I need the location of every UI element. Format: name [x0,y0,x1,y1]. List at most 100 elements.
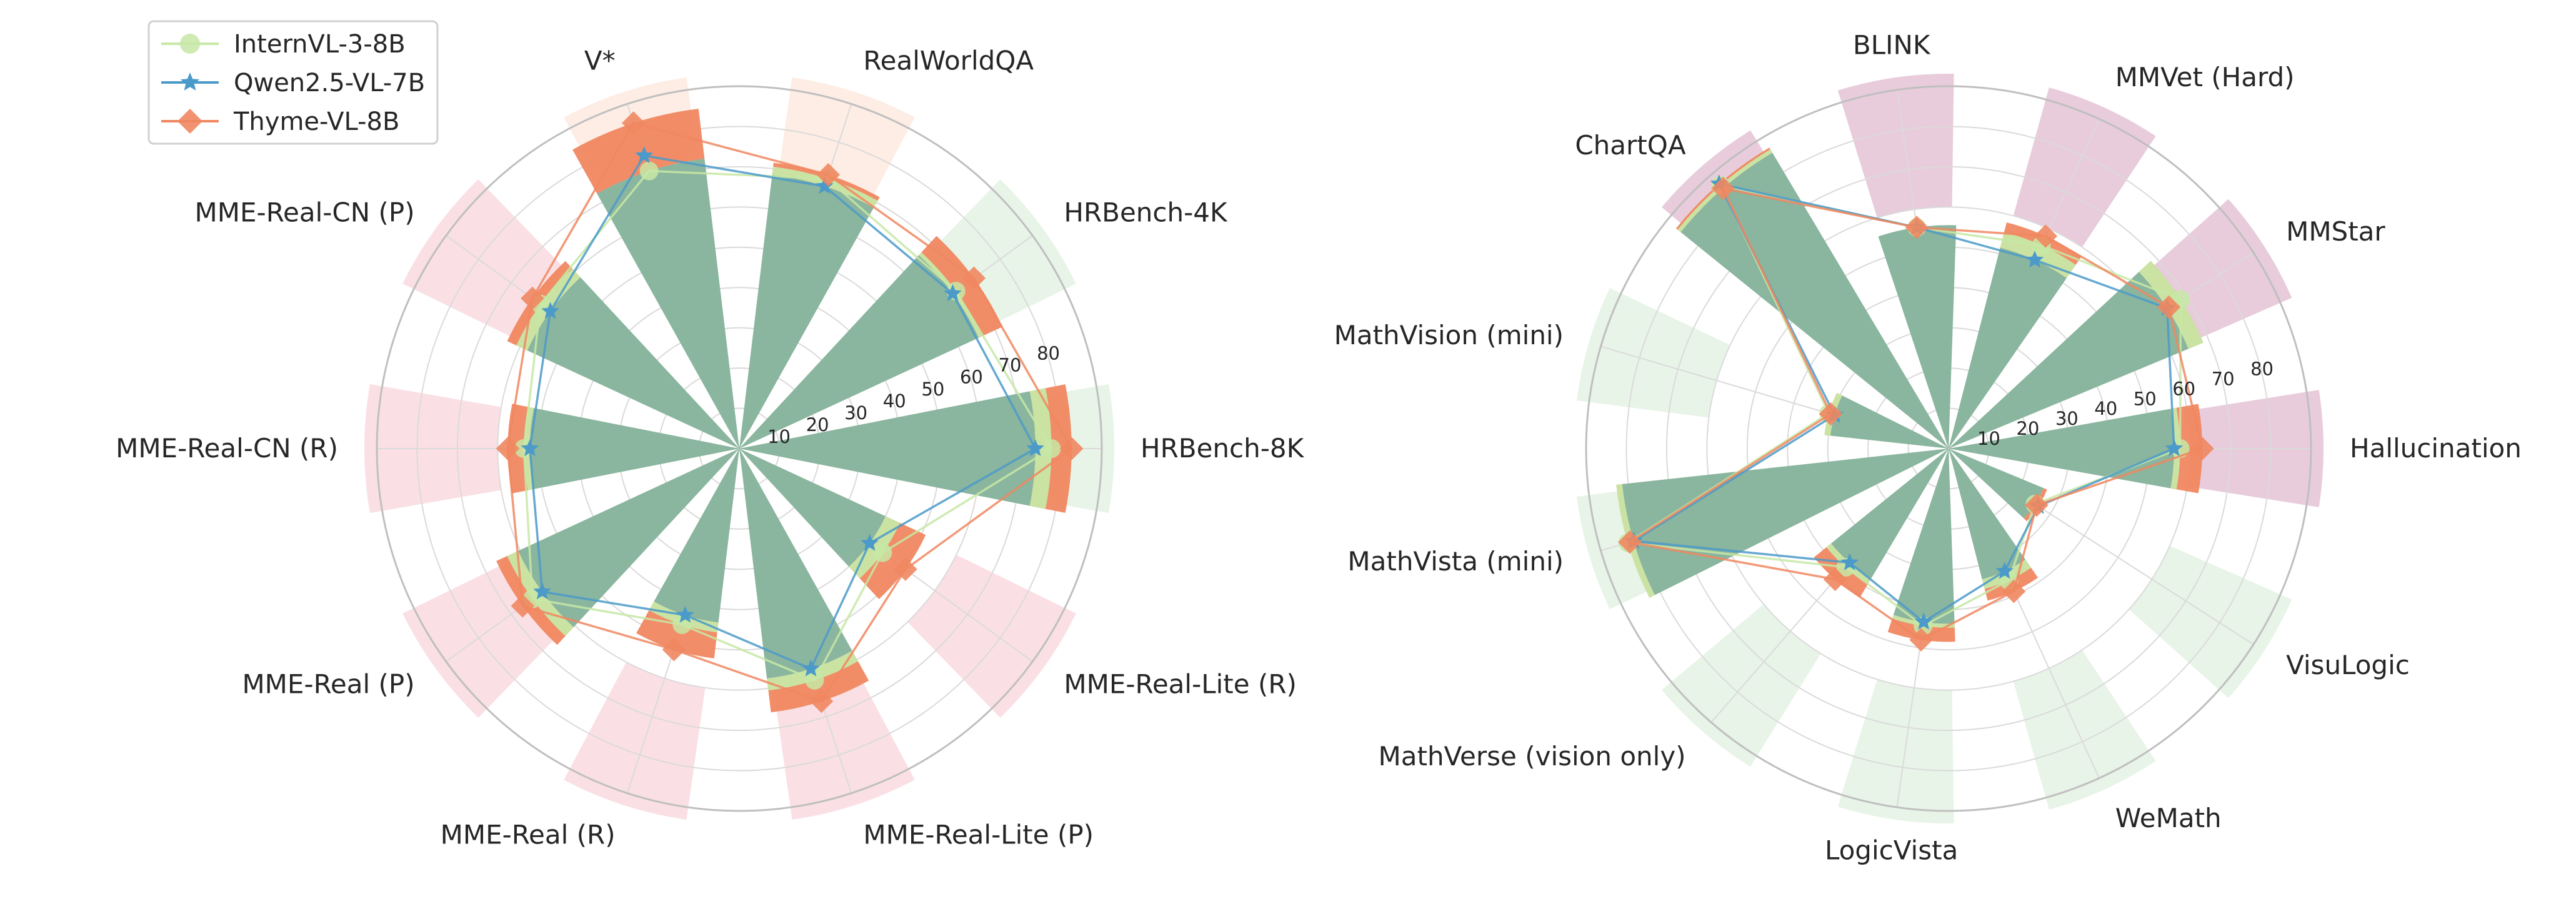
marker-circle [805,670,824,690]
highlight-sector [2129,545,2292,698]
marker-diamond [2025,493,2049,517]
bar-base [1830,395,1949,449]
bar-base [527,277,739,449]
marker-diamond [1823,567,1847,592]
marker-diamond [894,557,917,581]
marker-diamond [1905,216,1929,239]
bar-mid-band [2000,232,2076,279]
marker-star [861,534,879,551]
marker-diamond [809,689,834,713]
marker-diamond [621,111,646,135]
marker-diamond [816,163,841,187]
category-label: MathVision (mini) [1334,320,1564,350]
category-label: BLINK [1853,30,1931,61]
highlight-sector [2013,87,2156,247]
category-label: MME-Real-CN (R) [116,433,338,464]
r-tick-label: 40 [2094,398,2117,419]
bar-mid-band [849,516,901,579]
category-label: MMVet (Hard) [2115,62,2295,92]
outer-circle [1585,85,2312,812]
bar-base [1949,247,2067,449]
r-tick-label: 20 [806,414,829,435]
category-label: MME-Real-CN (P) [195,197,415,228]
marker-diamond [2157,295,2181,319]
highlight-sector [2013,650,2156,810]
polar-chart-left: 10 20 30 40 50 60 70 80 HRBench-8K HRBench-4K Real… [116,45,1305,850]
marker-star [802,659,820,677]
category-label: Hallucination [2350,433,2522,464]
r-tick-label: 70 [999,355,1022,376]
legend-box [147,20,439,145]
highlight-sector [907,555,1076,718]
highlight-sector [1576,287,1730,418]
category-label: V* [584,45,616,76]
bar-base [1949,409,2174,489]
category-label: WeMath [2115,803,2222,833]
r-tick-label: 30 [2055,408,2079,429]
series-line [1630,182,2175,623]
bar-base [1893,449,1955,624]
bar-base [597,159,739,449]
marker-diamond [1059,437,1084,460]
category-label: MME-Real-Lite (R) [1064,668,1297,699]
r-tick-label: 80 [2250,358,2274,379]
r-tick-label: 50 [921,379,944,400]
bar-base [518,449,739,627]
outer-circle [376,85,1103,812]
category-label: RealWorldQA [863,45,1034,76]
category-label: LogicVista [1825,835,1958,865]
r-tick-label: 10 [1977,428,2000,449]
r-tick-label: 60 [2172,378,2195,399]
marker-circle [1042,439,1061,458]
bar-base [739,449,886,567]
r-tick-label: 20 [2016,418,2039,439]
marker-diamond [1819,402,1843,426]
r-tick-label: 30 [844,402,867,424]
marker-star [1914,612,1933,630]
marker-diamond [1711,176,1735,201]
bar-mid-band [1616,484,1655,598]
marker-diamond [1618,530,1642,554]
bar-base [1831,449,1949,579]
marker-diamond [177,109,202,134]
bar-base [1622,449,1949,595]
category-label: MathVerse (vision only) [1379,741,1686,772]
legend-label: InternVL-3-8B [234,30,406,59]
highlight-sector [1837,679,1954,823]
marker-diamond [496,437,520,460]
marker-circle [873,543,892,562]
category-label: HRBench-4K [1064,197,1228,228]
marker-diamond [521,286,544,310]
marker-star [676,605,694,623]
marker-circle [639,161,659,181]
bar-mid-band [1892,615,1955,628]
r-tick-label: 10 [767,426,791,447]
bar-base [739,391,1036,506]
category-label: HRBench-8K [1141,433,1305,464]
marker-star [1995,562,2014,579]
marker-star [521,439,539,457]
bar-base [1680,152,1949,449]
marker-star [180,72,200,91]
marker-diamond [1909,628,1933,652]
marker-star [1026,439,1044,457]
highlight-sector [1661,604,1821,767]
legend: InternVL-3-8B Qwen2.5-VL-7B Thyme-VL-8B [147,20,439,145]
bar-base [1949,449,2025,580]
bar-base [1949,449,2044,519]
category-label: ChartQA [1575,130,1685,161]
bar-base [529,408,739,489]
bar-base [1949,272,2189,449]
r-tick-label: 70 [2212,368,2235,389]
category-label: MME-Real-Lite (P) [863,820,1094,850]
marker-diamond [662,638,686,662]
polar-chart-right: 10 20 30 40 50 60 70 80 Hallucination MMStar MMVet… [1334,30,2522,866]
r-tick-label: 50 [2134,388,2157,409]
marker-diamond [962,266,986,291]
bar-base [654,449,739,623]
r-tick-label: 60 [960,367,983,388]
marker-diamond [2034,224,2058,248]
r-tick-label: 40 [883,390,906,412]
marker-star [1840,553,1859,570]
